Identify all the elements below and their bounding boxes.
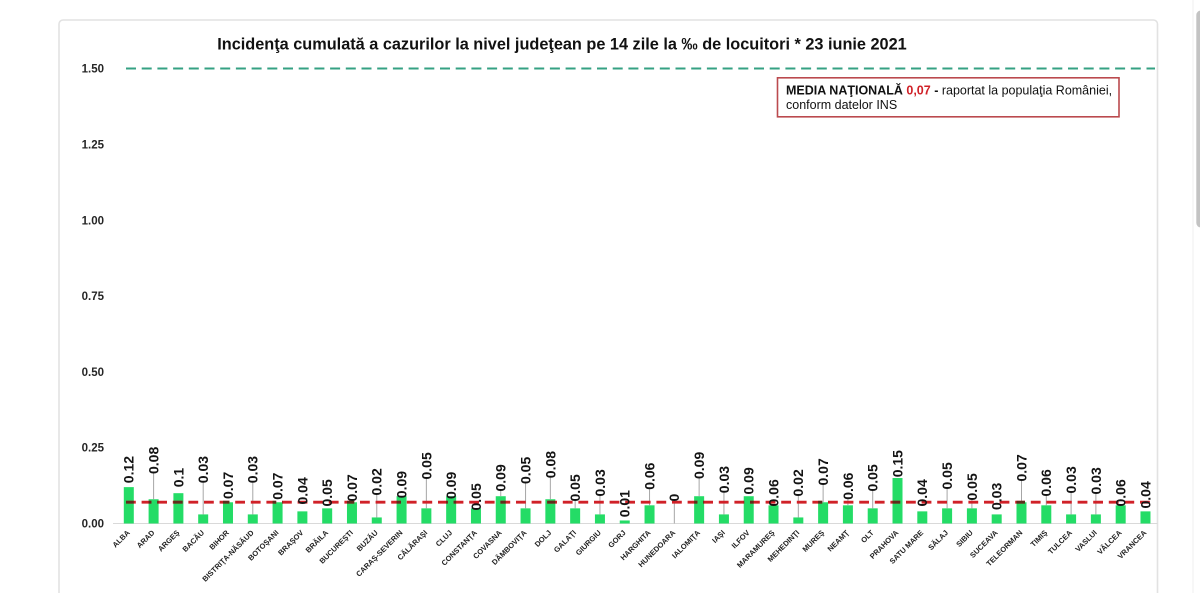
- svg-text:0.07: 0.07: [815, 458, 831, 485]
- svg-text:0.06: 0.06: [840, 472, 856, 499]
- svg-text:0.05: 0.05: [319, 479, 335, 506]
- svg-text:MEDIA NAŢIONALĂ 0,07 - raporta: MEDIA NAŢIONALĂ 0,07 - raportat la popul…: [786, 82, 1112, 97]
- svg-text:0.03: 0.03: [195, 456, 211, 483]
- svg-text:0.03: 0.03: [989, 483, 1005, 510]
- svg-text:0.75: 0.75: [82, 291, 105, 303]
- svg-text:0: 0: [666, 494, 682, 502]
- svg-text:0.09: 0.09: [393, 471, 409, 498]
- svg-text:0.04: 0.04: [1137, 481, 1153, 508]
- svg-text:0.07: 0.07: [220, 472, 236, 499]
- svg-text:0.05: 0.05: [468, 483, 484, 510]
- svg-text:0.06: 0.06: [641, 462, 657, 489]
- svg-text:0.50: 0.50: [82, 367, 104, 379]
- svg-text:0.07: 0.07: [344, 474, 360, 501]
- svg-text:0.05: 0.05: [964, 473, 980, 500]
- svg-text:0.05: 0.05: [865, 464, 881, 491]
- svg-text:0.06: 0.06: [1038, 469, 1054, 496]
- svg-text:0.05: 0.05: [418, 452, 434, 479]
- svg-text:0.03: 0.03: [592, 469, 608, 496]
- svg-text:0.05: 0.05: [567, 474, 583, 501]
- svg-text:0.1: 0.1: [170, 468, 186, 488]
- svg-text:1.25: 1.25: [82, 140, 105, 152]
- svg-text:0.25: 0.25: [82, 443, 105, 455]
- svg-text:0.09: 0.09: [691, 452, 707, 479]
- svg-text:0.02: 0.02: [369, 468, 385, 495]
- svg-text:0.05: 0.05: [517, 457, 533, 484]
- svg-text:0.06: 0.06: [765, 479, 781, 506]
- svg-text:0.09: 0.09: [493, 464, 509, 491]
- svg-text:0.01: 0.01: [617, 490, 633, 517]
- svg-text:0.09: 0.09: [443, 472, 459, 499]
- svg-text:0.15: 0.15: [889, 450, 905, 477]
- svg-text:0.04: 0.04: [914, 479, 930, 506]
- svg-text:1.50: 1.50: [82, 64, 104, 76]
- svg-text:0.02: 0.02: [790, 469, 806, 496]
- svg-text:conform datelor INS: conform datelor INS: [786, 98, 897, 112]
- svg-text:0.00: 0.00: [82, 519, 104, 531]
- svg-text:0.03: 0.03: [245, 456, 261, 483]
- svg-text:0.06: 0.06: [1113, 479, 1129, 506]
- svg-text:0.03: 0.03: [1063, 466, 1079, 493]
- svg-text:0.03: 0.03: [1088, 467, 1104, 494]
- svg-text:1.00: 1.00: [82, 215, 104, 227]
- svg-text:Incidenţa cumulată a cazurilor: Incidenţa cumulată a cazurilor la nivel …: [217, 36, 906, 54]
- svg-text:0.05: 0.05: [939, 462, 955, 489]
- svg-text:0.12: 0.12: [121, 456, 137, 483]
- svg-text:0.03: 0.03: [716, 466, 732, 493]
- svg-text:0.08: 0.08: [146, 447, 162, 474]
- svg-text:0.09: 0.09: [741, 467, 757, 494]
- svg-text:0.07: 0.07: [269, 472, 285, 499]
- svg-text:0.07: 0.07: [1013, 454, 1029, 481]
- svg-text:0.04: 0.04: [294, 477, 310, 504]
- svg-text:0.08: 0.08: [542, 451, 558, 478]
